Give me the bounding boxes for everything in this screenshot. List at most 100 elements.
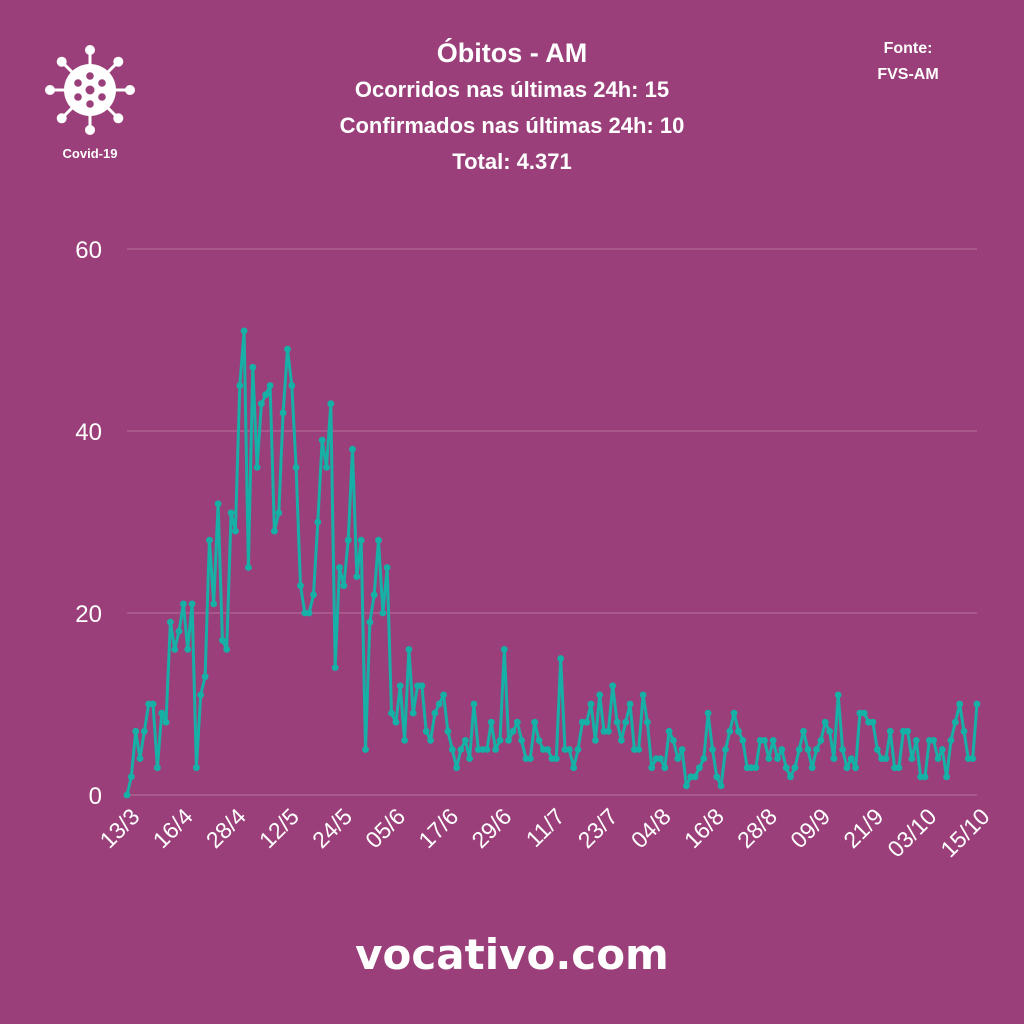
data-point	[327, 400, 335, 408]
data-point	[496, 737, 504, 744]
x-tick-label: 13/3	[94, 803, 144, 853]
data-point	[583, 718, 591, 726]
data-point	[314, 518, 322, 526]
data-point	[344, 536, 352, 544]
data-point	[297, 582, 304, 590]
data-point	[245, 564, 252, 571]
data-point	[943, 773, 950, 781]
source-value: FVS-AM	[877, 66, 939, 83]
data-point	[570, 764, 578, 772]
data-point	[795, 746, 803, 753]
data-point	[331, 664, 339, 671]
data-point	[279, 409, 287, 417]
data-point	[605, 727, 612, 735]
data-point	[305, 609, 313, 617]
data-point	[774, 755, 781, 762]
data-point	[882, 755, 890, 762]
data-point	[657, 755, 664, 762]
data-point	[158, 709, 166, 717]
data-point	[175, 627, 183, 635]
data-point	[500, 646, 508, 653]
x-tick-label: 12/5	[254, 803, 304, 853]
data-point	[418, 682, 426, 690]
x-tick-label: 21/9	[838, 803, 888, 853]
grid-lines	[127, 248, 977, 796]
x-tick-label: 05/6	[360, 803, 410, 853]
data-point	[435, 700, 443, 708]
deaths-last-24h: Ocorridos nas últimas 24h: 15	[354, 77, 670, 102]
data-point	[826, 727, 833, 735]
data-point	[396, 682, 404, 690]
data-point	[379, 609, 387, 617]
data-point	[730, 709, 738, 717]
data-point	[487, 718, 495, 726]
x-tick-label: 04/8	[626, 803, 676, 853]
data-point	[535, 737, 543, 744]
series-line	[125, 329, 979, 796]
data-point	[154, 764, 161, 772]
data-point	[544, 746, 552, 753]
data-point	[232, 527, 239, 535]
data-point	[362, 746, 369, 753]
data-point	[271, 527, 278, 535]
data-point	[140, 727, 148, 735]
data-point	[813, 746, 820, 753]
data-point	[787, 773, 794, 781]
data-point	[240, 327, 248, 335]
y-tick-label: 20	[75, 601, 102, 628]
data-point	[214, 500, 222, 508]
data-point	[947, 737, 955, 744]
data-point	[665, 727, 673, 735]
x-tick-label: 03/10	[882, 803, 941, 862]
data-point	[123, 791, 131, 799]
data-point	[644, 718, 651, 726]
data-point	[162, 718, 170, 726]
data-point	[275, 509, 283, 517]
data-point	[847, 755, 855, 762]
data-point	[908, 755, 916, 762]
data-point	[674, 755, 682, 762]
data-point	[938, 746, 946, 753]
data-point	[201, 673, 209, 681]
data-point	[626, 700, 634, 708]
data-point	[149, 700, 157, 708]
data-point	[431, 709, 439, 717]
chart-title: Óbitos - AM	[436, 38, 588, 68]
data-point	[930, 737, 937, 744]
data-point	[509, 727, 517, 735]
data-point	[526, 755, 534, 762]
data-point	[860, 709, 868, 717]
data-point	[236, 382, 244, 389]
data-point	[592, 737, 599, 744]
data-point	[210, 600, 218, 608]
data-point	[193, 764, 200, 772]
data-point	[513, 718, 521, 726]
data-point	[552, 755, 560, 762]
data-point	[951, 718, 959, 726]
x-tick-label: 11/7	[521, 803, 570, 852]
data-point	[804, 746, 812, 753]
x-tick-label: 17/6	[413, 803, 463, 853]
data-point	[505, 737, 512, 744]
data-point	[453, 764, 460, 772]
data-point	[557, 655, 565, 662]
data-point	[180, 600, 187, 608]
x-tick-label: 16/8	[679, 803, 729, 853]
data-point	[852, 764, 859, 772]
data-point	[288, 382, 296, 389]
data-point	[778, 746, 786, 753]
data-point	[370, 591, 378, 599]
data-point	[440, 691, 447, 699]
data-point	[904, 727, 911, 735]
data-point	[405, 646, 413, 653]
data-point	[969, 755, 977, 762]
data-point	[197, 691, 205, 699]
data-point	[834, 691, 842, 699]
data-point	[565, 746, 573, 753]
data-point	[349, 445, 356, 453]
data-point	[457, 746, 465, 753]
x-tick-label: 09/9	[785, 803, 835, 853]
data-point	[518, 737, 525, 744]
data-point	[310, 591, 317, 599]
data-point	[700, 755, 708, 762]
